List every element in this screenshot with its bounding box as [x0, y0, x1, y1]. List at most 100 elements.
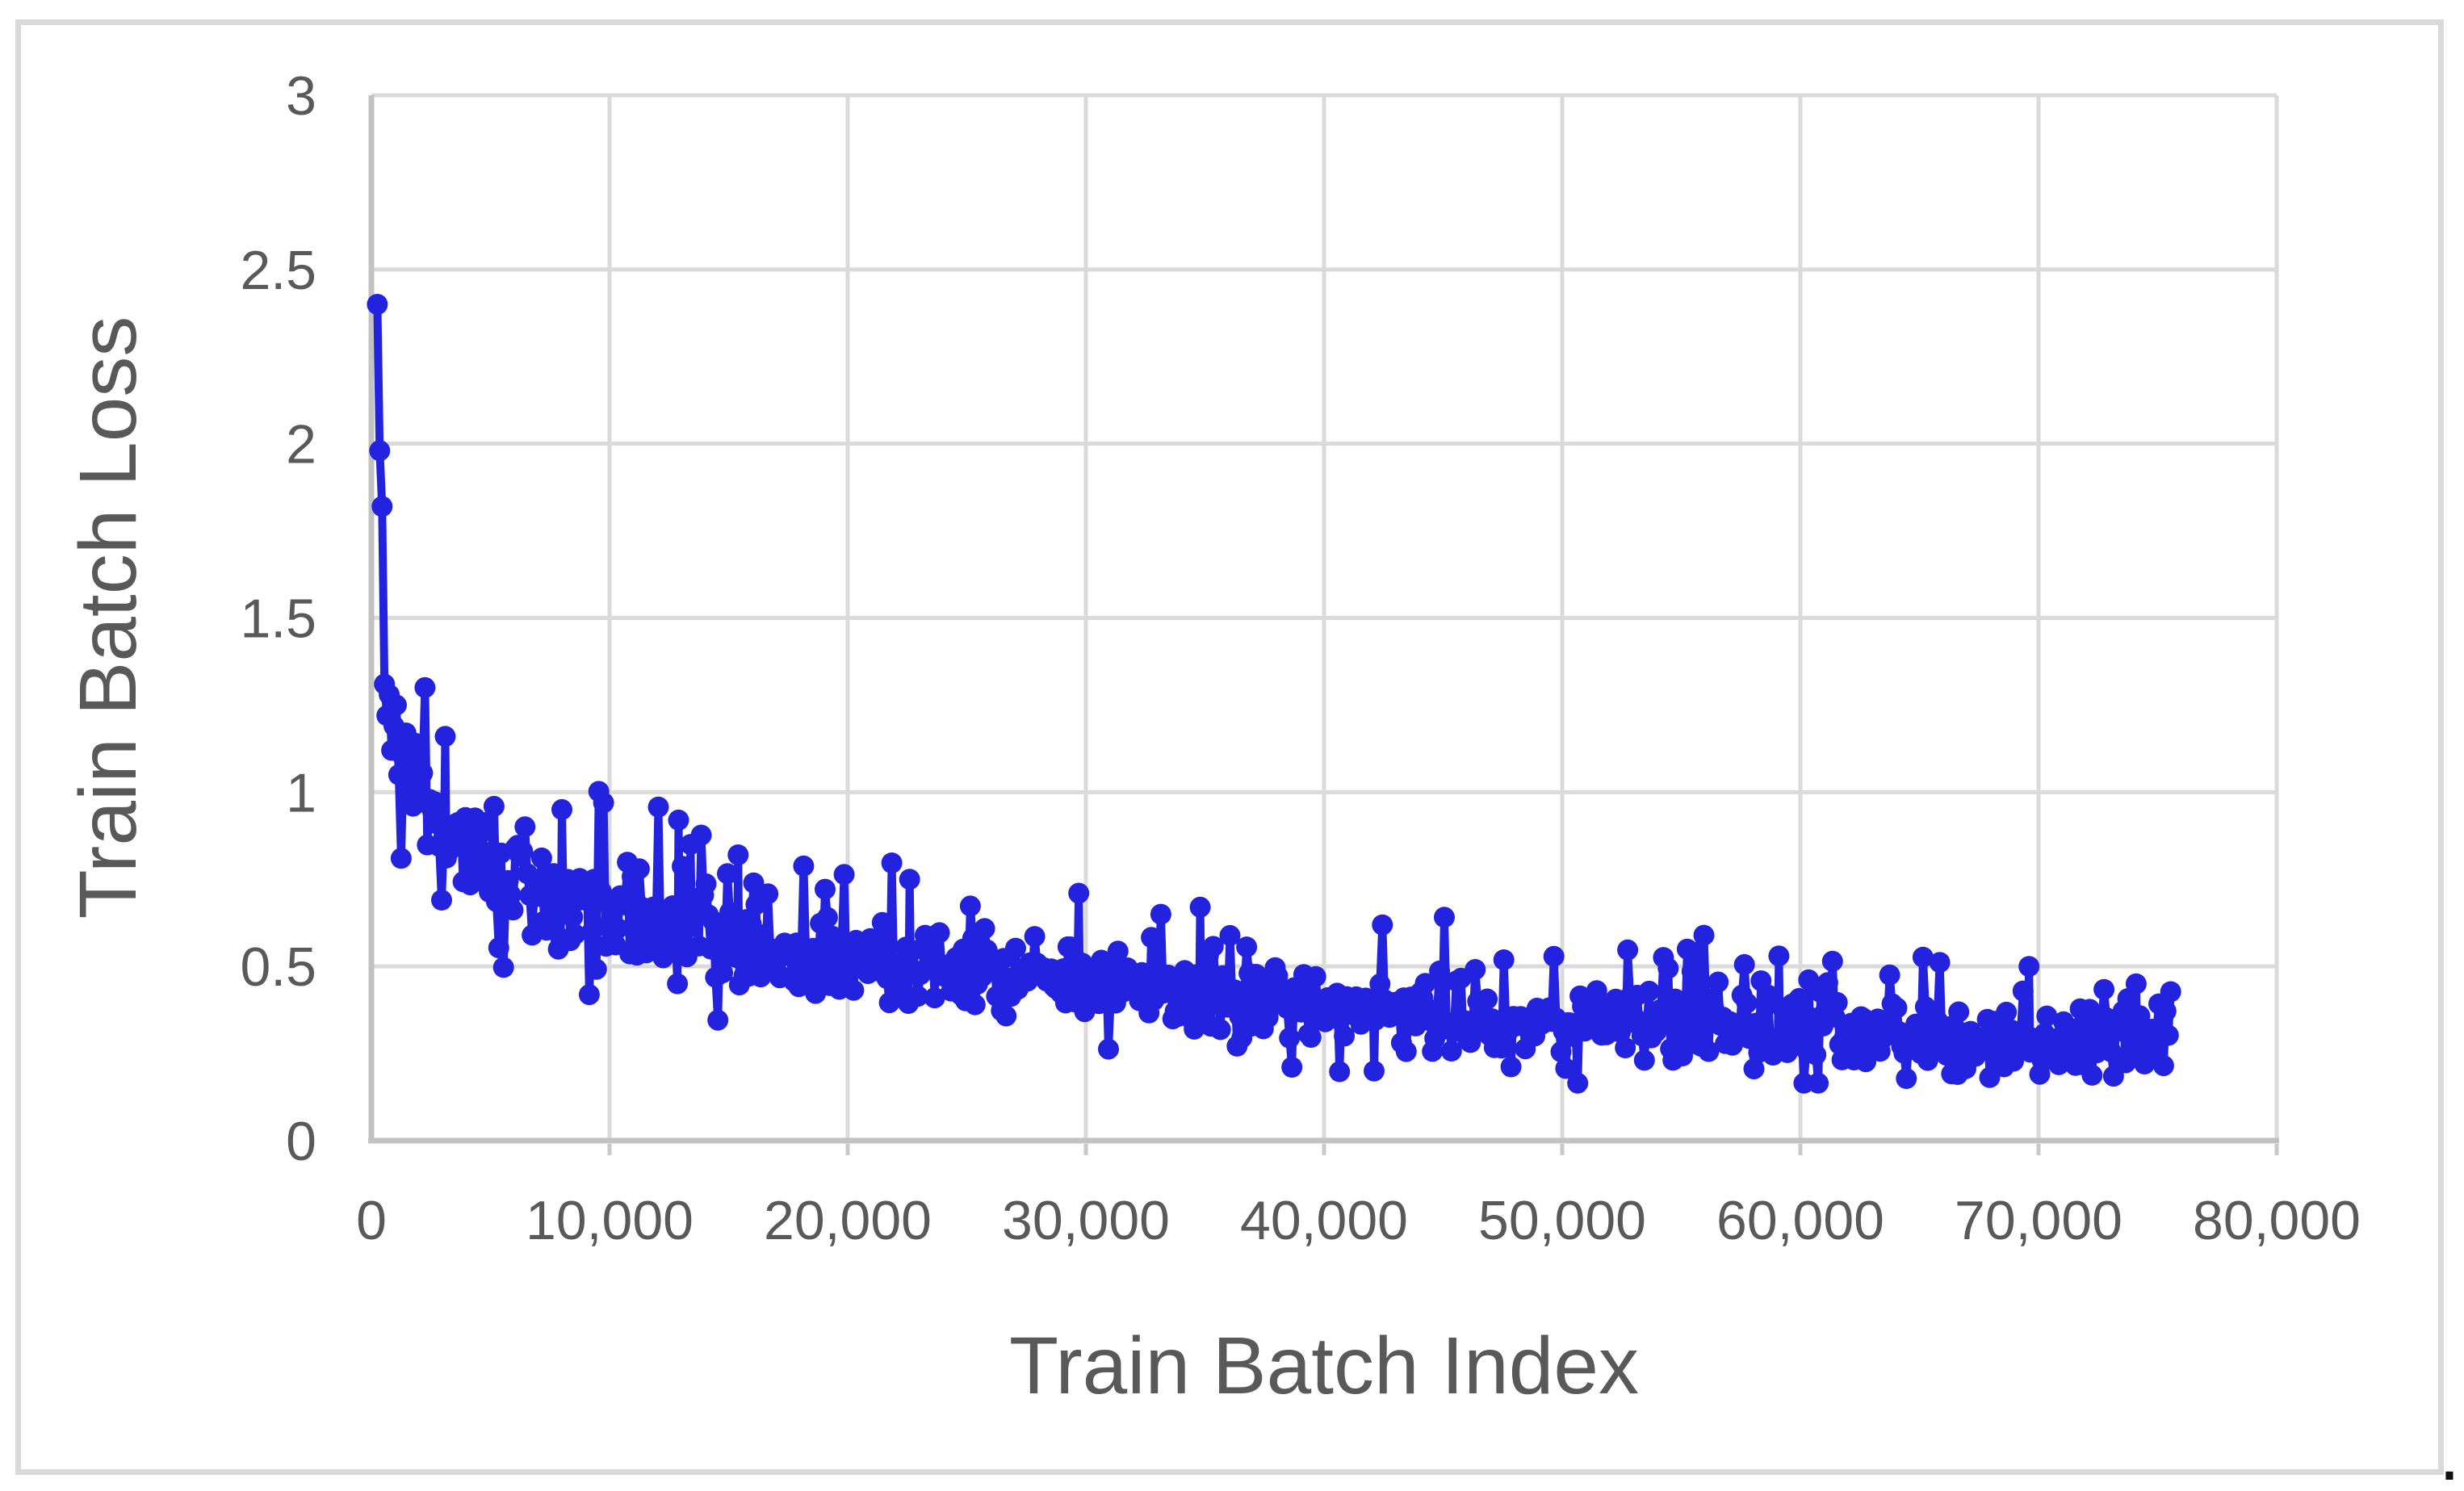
data-point	[514, 816, 536, 838]
data-point	[578, 984, 600, 1006]
data-point	[1543, 945, 1565, 967]
y-tick-label: 2	[286, 414, 316, 475]
data-point	[959, 895, 981, 917]
data-point	[2155, 1000, 2177, 1022]
data-point	[369, 440, 391, 462]
data-point	[1886, 997, 1908, 1019]
data-point	[390, 848, 412, 869]
x-axis-title: Train Batch Index	[1009, 1321, 1639, 1411]
data-point	[690, 824, 712, 846]
data-point	[412, 762, 434, 784]
data-point	[717, 863, 738, 885]
data-point	[1429, 960, 1451, 982]
x-tick-labels: 0 10,000 20,000 30,000 40,000 50,000 60,000 70,…	[356, 1190, 2361, 1251]
data-point	[1896, 1068, 1917, 1089]
data-point	[793, 855, 815, 877]
data-point	[647, 796, 669, 818]
x-tick-label: 10,000	[526, 1190, 694, 1251]
data-point	[1996, 1001, 2018, 1023]
data-point	[816, 907, 838, 928]
data-point	[2079, 999, 2101, 1020]
data-point	[2139, 1041, 2160, 1063]
data-point	[1329, 1061, 1351, 1083]
y-tick-label: 1.5	[240, 588, 316, 650]
data-point	[1567, 1072, 1589, 1094]
x-tick-label: 80,000	[2193, 1190, 2361, 1251]
data-point	[580, 921, 602, 943]
data-point	[1334, 1025, 1356, 1047]
data-point	[628, 858, 650, 880]
data-point	[431, 890, 452, 911]
x-tick-label: 60,000	[1716, 1190, 1884, 1251]
data-point	[590, 881, 612, 903]
data-point	[1586, 980, 1607, 1002]
data-point	[1279, 1027, 1301, 1049]
data-point	[695, 873, 717, 894]
data-point	[1465, 959, 1486, 980]
data-point	[1150, 903, 1171, 925]
data-point	[995, 1005, 1017, 1027]
data-point	[2152, 1055, 2174, 1077]
data-point	[1490, 1037, 1512, 1059]
data-point	[1708, 971, 1729, 993]
x-tick-label: 50,000	[1478, 1190, 1646, 1251]
data-point	[907, 986, 928, 1007]
data-point	[2157, 1024, 2179, 1046]
data-point	[815, 878, 836, 900]
data-point	[562, 907, 584, 928]
data-point	[1395, 1041, 1417, 1062]
data-point	[871, 911, 893, 933]
data-point	[843, 979, 865, 1001]
data-point	[662, 895, 684, 916]
data-point	[1693, 924, 1715, 946]
data-point	[1477, 988, 1498, 1010]
data-point	[1068, 882, 1090, 904]
data-point	[1948, 1001, 1970, 1023]
data-point	[1555, 1058, 1577, 1079]
data-point	[1212, 965, 1234, 986]
data-point	[1434, 907, 1455, 928]
y-tick-labels: 0 0.5 1 1.5 2 2.5 3	[240, 65, 316, 1172]
data-point	[1024, 926, 1046, 948]
data-point	[483, 795, 505, 817]
data-point	[1219, 924, 1241, 946]
data-point	[2018, 956, 2040, 978]
data-point	[1493, 949, 1515, 970]
x-tick-label: 0	[356, 1190, 387, 1251]
y-tick-label: 0.5	[240, 936, 316, 998]
data-point	[1821, 950, 1843, 972]
data-point	[564, 923, 586, 945]
data-point	[1768, 945, 1790, 967]
data-point	[1550, 1041, 1572, 1062]
axis-lines	[368, 95, 2279, 1144]
gridlines	[371, 93, 2279, 1141]
data-point	[1805, 1044, 1827, 1066]
data-point	[512, 840, 534, 862]
data-point	[1159, 973, 1181, 995]
y-tick-label: 3	[286, 65, 316, 127]
data-point	[2081, 1064, 2103, 1086]
data-point	[2093, 978, 2115, 1000]
data-point	[404, 732, 426, 754]
data-point	[1209, 1019, 1231, 1041]
y-axis-title: Train Batch Loss	[63, 316, 153, 919]
data-point	[928, 922, 950, 944]
data-point	[1440, 1041, 1462, 1062]
data-point	[1107, 940, 1129, 962]
data-point	[712, 962, 734, 984]
data-point	[1914, 996, 1936, 1018]
data-point	[668, 809, 689, 831]
figure-border	[15, 19, 2444, 1475]
data-point	[1912, 946, 1934, 968]
data-point	[1788, 987, 1810, 1009]
x-tick-label: 40,000	[1240, 1190, 1408, 1251]
axis-tick-marks	[607, 1144, 2279, 1155]
data-point	[2036, 1005, 2058, 1027]
data-point	[1633, 1049, 1655, 1071]
data-point	[1736, 992, 1758, 1014]
data-point	[731, 934, 752, 956]
data-point	[1236, 936, 1258, 958]
x-tick-label: 20,000	[764, 1190, 932, 1251]
